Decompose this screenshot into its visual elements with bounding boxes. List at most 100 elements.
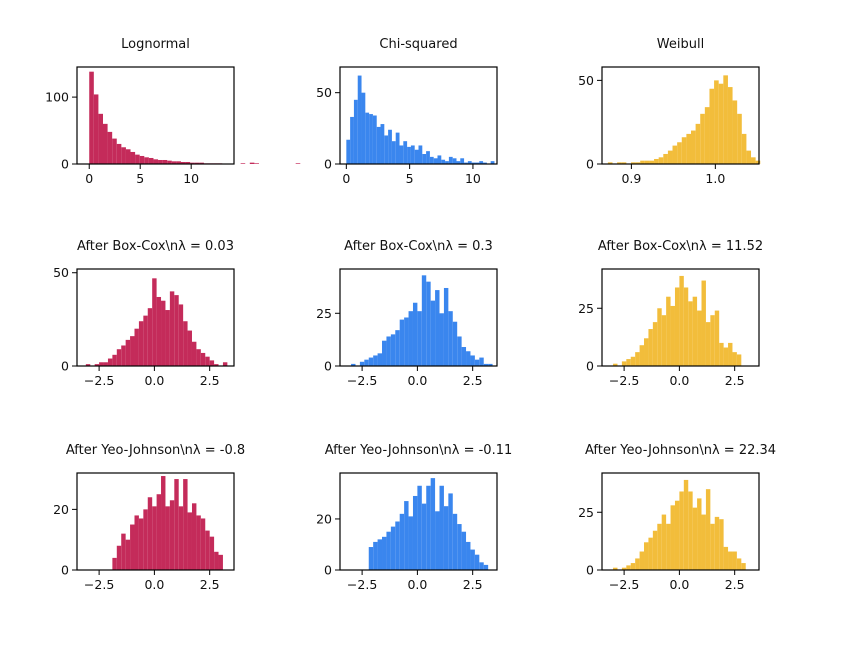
x-tick-label: 0.9 bbox=[621, 171, 641, 186]
histogram-bar bbox=[205, 356, 210, 366]
histogram-bar bbox=[732, 352, 737, 366]
histogram-bar bbox=[165, 310, 170, 366]
histogram-bar bbox=[365, 112, 370, 164]
histogram-bar bbox=[630, 162, 636, 164]
histogram-bar bbox=[130, 336, 135, 366]
histogram-bar bbox=[404, 501, 409, 570]
histogram-bar bbox=[426, 485, 431, 570]
histogram-bar bbox=[652, 530, 658, 570]
histogram-bar bbox=[382, 340, 387, 366]
axes-frame bbox=[601, 268, 760, 367]
histogram-bar bbox=[103, 362, 108, 366]
histogram-bar bbox=[421, 275, 427, 366]
panel-title: After Box-Cox\nλ = 11.52 bbox=[598, 239, 763, 254]
histogram-bar bbox=[380, 124, 385, 164]
y-tick-label: 0 bbox=[586, 563, 594, 578]
histogram-bar bbox=[395, 330, 400, 366]
histogram-bar bbox=[728, 551, 733, 570]
histogram-bar bbox=[697, 498, 702, 570]
histogram-bar bbox=[200, 352, 206, 366]
histogram-bar bbox=[613, 567, 618, 570]
histogram-bar bbox=[386, 531, 391, 570]
histogram-bar bbox=[377, 539, 383, 570]
histogram-bar bbox=[640, 160, 645, 164]
histogram-bar bbox=[93, 94, 99, 164]
histogram-bar bbox=[112, 354, 117, 366]
histogram-bar bbox=[658, 157, 664, 164]
x-tick-label: −2.5 bbox=[609, 373, 639, 388]
histogram-bar bbox=[199, 162, 204, 164]
histogram-bar bbox=[652, 322, 658, 366]
histogram-bar bbox=[112, 138, 117, 164]
histogram-bar bbox=[152, 278, 157, 366]
histogram-bar bbox=[654, 158, 659, 164]
histogram-bar bbox=[426, 151, 430, 164]
histogram-bar bbox=[644, 160, 650, 164]
histogram-bar bbox=[639, 345, 645, 366]
histogram-bar bbox=[710, 523, 715, 570]
y-tick-label: 100 bbox=[45, 90, 69, 105]
histogram-bar bbox=[479, 161, 484, 164]
histogram-bar bbox=[134, 328, 139, 366]
histogram-bar bbox=[461, 347, 467, 366]
x-tick-label: 0.0 bbox=[407, 577, 427, 592]
histogram-bar bbox=[191, 503, 197, 570]
histogram-bar bbox=[751, 157, 756, 164]
y-tick-label: 25 bbox=[578, 301, 594, 316]
histogram-bar bbox=[187, 330, 192, 366]
histogram-bar bbox=[408, 311, 413, 366]
x-tick-label: 5 bbox=[406, 171, 414, 186]
histogram-bar bbox=[218, 554, 223, 570]
histogram-bar bbox=[686, 133, 691, 164]
histogram-bar bbox=[167, 160, 172, 164]
histogram-bar bbox=[426, 281, 431, 366]
histogram-bar bbox=[483, 363, 489, 366]
histogram-bar bbox=[705, 489, 711, 570]
histogram-bar bbox=[448, 156, 453, 164]
histogram-bar bbox=[448, 493, 453, 570]
panel-title: Chi-squared bbox=[379, 37, 457, 52]
histogram-bar bbox=[688, 491, 693, 570]
histogram-bar bbox=[661, 315, 667, 366]
histogram-bar bbox=[464, 162, 468, 164]
x-tick-label: 0.0 bbox=[144, 577, 164, 592]
histogram-bar bbox=[688, 301, 693, 366]
y-tick-label: 50 bbox=[53, 265, 69, 280]
x-tick-label: 0 bbox=[85, 171, 93, 186]
histogram-bar bbox=[346, 139, 351, 164]
histogram-bar bbox=[368, 357, 374, 366]
x-tick-label: −2.5 bbox=[347, 577, 377, 592]
histogram-bar bbox=[382, 536, 387, 570]
histogram-bar bbox=[479, 562, 484, 570]
histogram-bar bbox=[630, 356, 636, 366]
histogram-bar bbox=[670, 505, 675, 570]
histogram-bar bbox=[466, 351, 471, 366]
histogram-bar bbox=[460, 158, 465, 164]
histogram-bar bbox=[85, 364, 91, 366]
histogram-bar bbox=[728, 342, 733, 366]
histogram-bar bbox=[439, 485, 444, 570]
histogram-bar bbox=[399, 513, 405, 570]
histogram-bar bbox=[399, 145, 404, 164]
histogram-bar bbox=[644, 338, 649, 366]
histogram-bar bbox=[719, 519, 724, 570]
histogram-bar bbox=[176, 161, 181, 164]
histogram-bar bbox=[191, 341, 197, 366]
histogram-bar bbox=[479, 357, 484, 366]
histogram-bar bbox=[466, 541, 471, 570]
histogram-bar bbox=[621, 162, 627, 164]
histogram-bar bbox=[667, 150, 673, 164]
histogram-bar bbox=[639, 551, 645, 570]
histogram-bar bbox=[200, 518, 206, 570]
panel-title: After Box-Cox\nλ = 0.03 bbox=[77, 239, 234, 254]
histogram-bar bbox=[412, 302, 418, 366]
histogram-bar bbox=[153, 159, 159, 164]
histogram-bar bbox=[125, 339, 131, 366]
histogram-bar bbox=[433, 158, 438, 164]
panel-title: After Yeo-Johnson\nλ = 22.34 bbox=[585, 443, 776, 458]
histogram-bar bbox=[144, 157, 149, 164]
histogram-bar bbox=[121, 533, 126, 571]
histogram-bar bbox=[138, 321, 144, 366]
histogram-bar bbox=[116, 143, 122, 164]
histogram-bar bbox=[626, 359, 631, 366]
